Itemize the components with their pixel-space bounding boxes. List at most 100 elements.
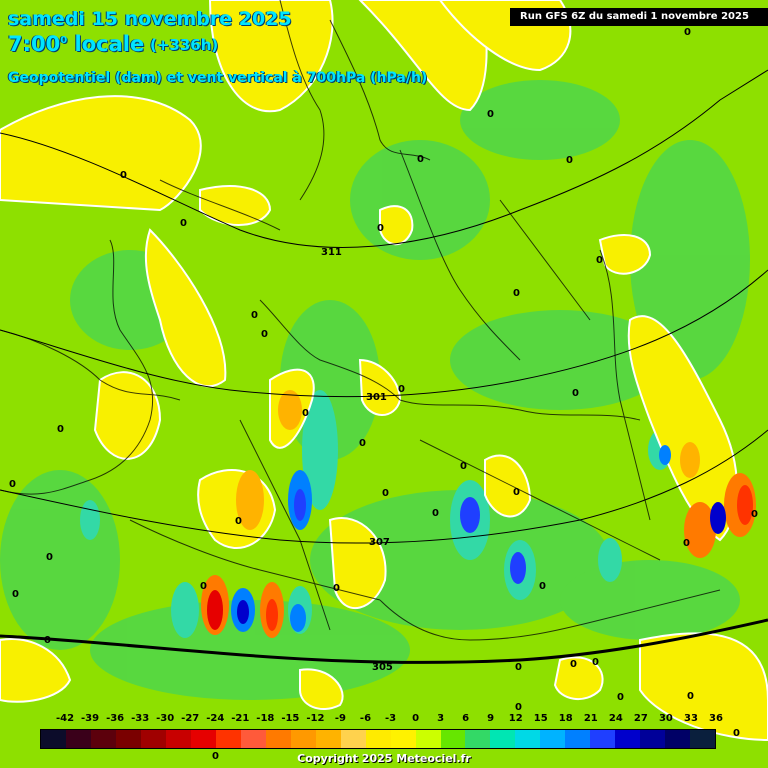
contour-label: 0 [617,692,624,703]
contour-label: 0 [687,691,694,702]
contour-label: 0 [539,581,546,592]
legend-tick-label: 9 [487,713,495,724]
contour-label: 0 [235,516,242,527]
legend-swatch [340,730,366,748]
legend-swatch [265,730,291,748]
contour-label: 0 [683,538,690,549]
legend-swatch [390,730,416,748]
contour-label: 0 [302,408,309,419]
contour-label: 0 [57,424,64,435]
legend-tick-label: -30 [156,713,175,724]
legend-tick-label: -33 [131,713,150,724]
contour-label: 0 [212,751,219,762]
legend-swatch [115,730,141,748]
forecast-time-label: locale [74,32,145,56]
legend-swatch [690,730,716,748]
legend-swatch [215,730,241,748]
legend-tick-label: -15 [281,713,300,724]
forecast-date: samedi 15 novembre 2025 [8,8,292,30]
contour-label: 0 [572,388,579,399]
legend-swatch [490,730,516,748]
contour-label: 0 [417,154,424,165]
isoline-labels: 311 301 307 305 [321,247,393,673]
legend-ticks: -42 -39 -36 -33 -30 -27 -24 -21 -18 -15 -12 -9 -6 -3 0… [40,713,723,727]
contour-label: 0 [513,487,520,498]
isoline-label: 305 [372,662,393,673]
legend-tick-label: -36 [106,713,125,724]
legend-swatch [440,730,466,748]
run-info-box: Run GFS 6Z du samedi 1 novembre 2025 [510,8,768,26]
legend-tick-label: 3 [437,713,445,724]
geopotential-isolines [0,69,768,544]
legend-swatch [565,730,591,748]
zero-contour-labels: 0 0 0 0 0 0 0 0 0 0 0 0 0 0 0 0 0 0 0 0 … [9,27,758,762]
legend-tick-label: 0 [412,713,420,724]
contour-label: 0 [566,155,573,166]
legend-tick-label: 21 [583,713,598,724]
contour-label: 0 [487,109,494,120]
copyright-notice: Copyright 2025 Meteociel.fr [297,752,471,765]
legend-swatch [465,730,491,748]
strong-descent-cores [201,390,756,638]
legend-swatch [165,730,191,748]
contour-label: 0 [180,218,187,229]
isoline-label: 301 [366,392,387,403]
contour-label: 0 [120,170,127,181]
legend-tick-label: 6 [462,713,470,724]
color-legend [40,729,716,749]
legend-tick-label: -12 [306,713,325,724]
contour-label: 0 [333,583,340,594]
forecast-hour: 7:00 [8,32,61,56]
isoline-label: 307 [369,537,390,548]
legend-swatch [590,730,616,748]
legend-swatch [640,730,666,748]
legend-tick-label: 15 [533,713,548,724]
contour-label: 0 [44,635,51,646]
contour-label: 0 [359,438,366,449]
legend-tick-label: -21 [231,713,250,724]
legend-tick-label: -18 [256,713,275,724]
legend-swatch [540,730,566,748]
legend-tick-label: 24 [608,713,623,724]
legend-tick-label: 30 [658,713,673,724]
legend-swatch [190,730,216,748]
legend-tick-label: 18 [558,713,573,724]
legend-tick-label: 33 [683,713,698,724]
legend-swatch [41,730,66,748]
contour-label: 0 [12,589,19,600]
bold-isoline-305 [0,618,768,664]
contour-label: 0 [261,329,268,340]
contour-label: 0 [515,702,522,713]
contour-label: 0 [460,461,467,472]
legend-swatch [290,730,316,748]
legend-tick-label: -24 [206,713,225,724]
contour-label: 0 [46,552,53,563]
legend-tick-label: -39 [81,713,100,724]
yellow-regions [0,0,768,742]
legend-tick-label: 12 [508,713,523,724]
legend-tick-label: -42 [55,713,75,724]
borders [0,0,721,641]
legend-swatch [140,730,166,748]
contour-label: 0 [751,509,758,520]
strong-ascent-cores [231,445,726,632]
contour-label: 0 [9,479,16,490]
legend-swatch [615,730,641,748]
legend-swatch [90,730,116,748]
contour-label: 0 [251,310,258,321]
contour-label: 0 [377,223,384,234]
legend-swatch [65,730,91,748]
forecast-time: 7:000 locale [8,32,144,56]
contour-label: 0 [398,384,405,395]
contour-label: 0 [200,581,207,592]
legend-tick-label: 36 [709,713,723,724]
contour-label: 0 [432,508,439,519]
legend-swatch [515,730,541,748]
contour-label: 0 [733,728,740,739]
legend-swatch [315,730,341,748]
legend-tick-label: -9 [334,713,346,724]
isoline-label: 311 [321,247,342,258]
contour-label: 0 [570,659,577,670]
contour-label: 0 [515,662,522,673]
